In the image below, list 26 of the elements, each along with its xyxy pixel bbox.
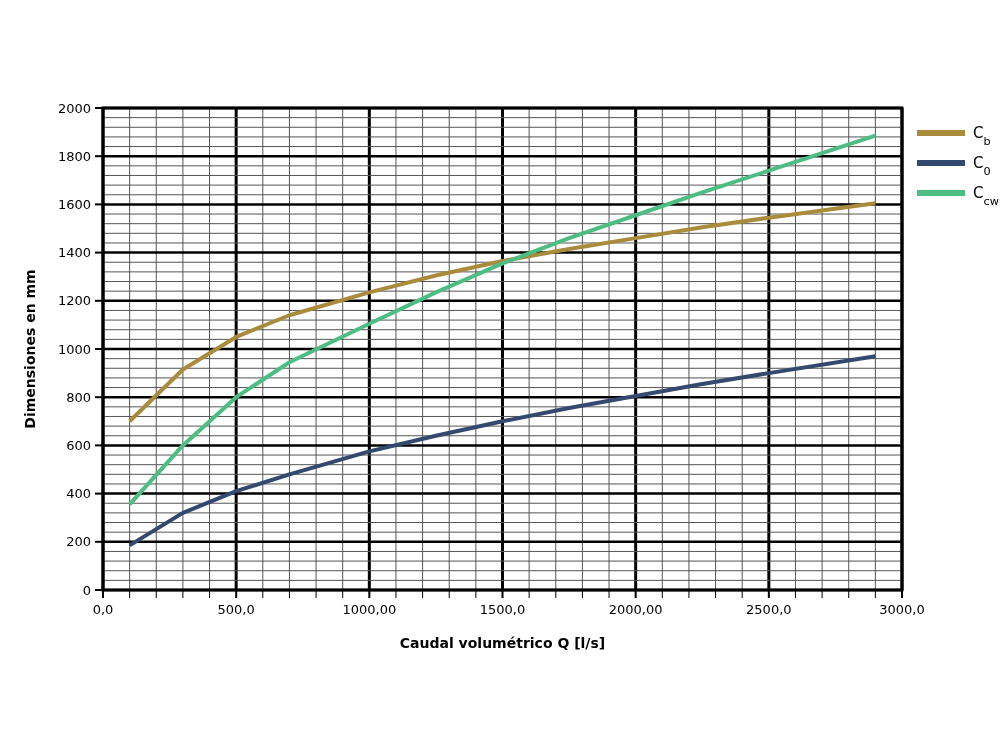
y-tick-label: 1800 [57, 148, 91, 164]
y-axis-title: Dimensiones en mm [22, 269, 38, 429]
y-tick-label: 2000 [57, 100, 91, 116]
y-tick-label: 400 [66, 486, 91, 502]
y-tick-label: 0 [82, 582, 91, 598]
line-series [127, 201, 878, 424]
x-tick-label: 2000,00 [608, 602, 663, 617]
y-tick-label: 1600 [57, 196, 91, 212]
x-tick-label: 3000,0 [879, 602, 925, 617]
x-tick-label: 1500,0 [479, 602, 526, 617]
y-tick-label: 1400 [57, 245, 91, 261]
line-series [127, 133, 878, 507]
legend-label: C$_{0}$ [973, 154, 991, 178]
y-tick-label: 600 [66, 437, 91, 453]
x-tick-label: 2500,0 [746, 602, 792, 617]
x-tick-label: 500,0 [217, 602, 255, 617]
y-tick-label: 1000 [57, 341, 91, 357]
x-axis-title: Caudal volumétrico Q [l/s] [399, 635, 606, 651]
x-tick-label: 1000,00 [342, 602, 397, 617]
legend-label: C$_{b}$ [973, 124, 991, 148]
x-tick-label: 0,0 [92, 602, 114, 617]
line-series [127, 354, 878, 548]
y-tick-label: 1200 [57, 293, 91, 309]
y-tick-label: 200 [66, 534, 91, 550]
legend-label: C$_{cw}$ [973, 184, 999, 208]
y-tick-label: 800 [66, 389, 91, 405]
